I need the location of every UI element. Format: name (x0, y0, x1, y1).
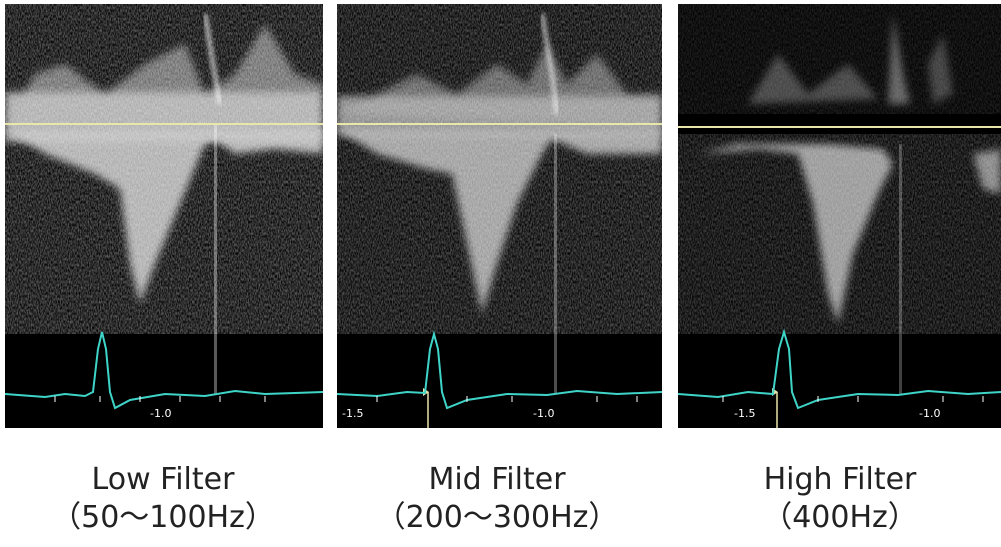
spectral-spike (214, 124, 217, 394)
ecg-trace (678, 328, 1001, 410)
doppler-spectrum-mid (337, 4, 662, 428)
speckle-noise (337, 4, 662, 334)
time-tick-right: -1.0 (150, 407, 172, 420)
doppler-spectrum-low (5, 4, 323, 410)
time-tick-left: -1.5 (342, 407, 364, 420)
caption-range: （200〜300Hz） (375, 499, 619, 535)
time-axis-ticks (54, 396, 266, 402)
caption-title: Mid Filter (428, 462, 566, 497)
spectral-spike (202, 13, 223, 105)
speckle-noise (5, 4, 323, 334)
time-tick-left: -1.5 (734, 407, 756, 420)
caption-title: Low Filter (91, 462, 235, 497)
doppler-spectrum-high (678, 4, 1001, 428)
time-tick-right: -1.0 (533, 407, 555, 420)
speckle-noise (678, 4, 1001, 334)
time-tick-right: -1.0 (919, 407, 941, 420)
spectral-spike (539, 13, 560, 115)
spectral-spike (554, 134, 557, 394)
caption-range: （50〜100Hz） (51, 499, 275, 535)
doppler-panel-high-filter: -1.5 -1.0 (678, 4, 1001, 428)
time-axis-ticks (376, 396, 638, 402)
spectral-spike (899, 144, 902, 394)
ecg-trace (5, 331, 323, 410)
caption-range: （400Hz） (762, 499, 918, 535)
doppler-panel-mid-filter: -1.5 -1.0 (337, 4, 662, 428)
caption-mid-filter: Mid Filter （200〜300Hz） (332, 461, 662, 536)
doppler-panel-low-filter: -1.0 (5, 4, 323, 428)
ecg-trace (337, 330, 662, 410)
caption-title: High Filter (763, 462, 917, 497)
time-axis-ticks (722, 396, 984, 402)
caption-high-filter: High Filter （400Hz） (675, 461, 1001, 536)
caption-low-filter: Low Filter （50〜100Hz） (0, 461, 328, 536)
